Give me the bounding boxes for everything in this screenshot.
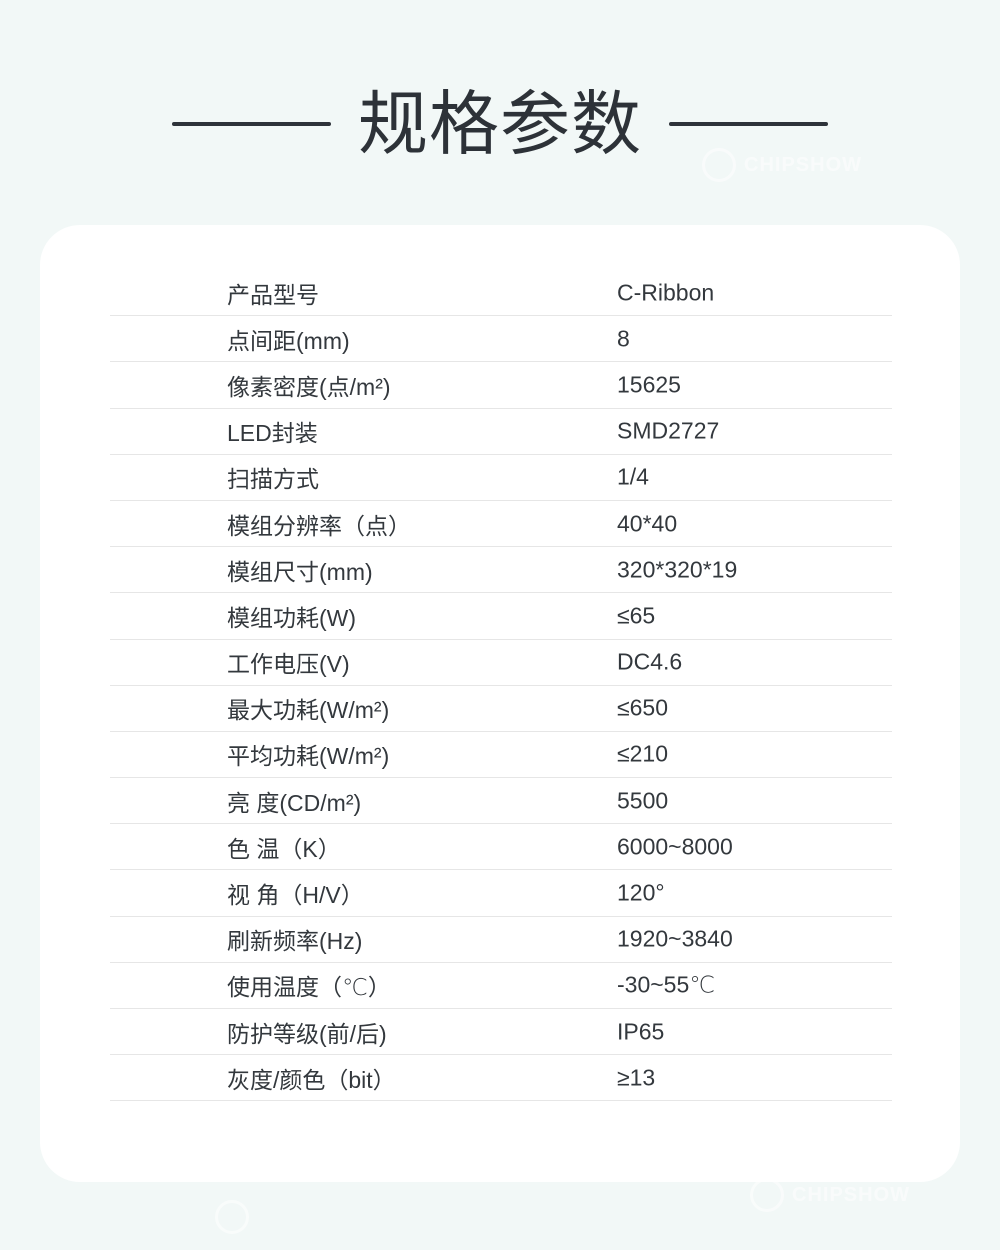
spec-label: 使用温度（℃） [227, 974, 391, 1001]
spec-card: 产品型号 C-Ribbon 点间距(mm) 8 像素密度(点/m²) 15625 LED封装… [40, 225, 960, 1182]
spec-value: 1/4 [617, 463, 649, 490]
title-right-line [669, 122, 828, 126]
table-row: 使用温度（℃） -30~55℃ [110, 963, 892, 1009]
spec-label: 最大功耗(W/m²) [227, 697, 390, 724]
table-row: 亮 度(CD/m²) 5500 [110, 778, 892, 825]
spec-label: 像素密度(点/m²) [227, 373, 391, 400]
spec-label: 防护等级(前/后) [227, 1020, 387, 1047]
chipshow-logo-icon [215, 1200, 249, 1234]
table-row: 平均功耗(W/m²) ≤210 [110, 732, 892, 779]
table-row: 灰度/颜色（bit） ≥13 [110, 1055, 892, 1102]
table-row: 模组分辨率（点） 40*40 [110, 501, 892, 548]
spec-label: 视 角（H/V） [227, 882, 364, 909]
watermark [215, 1200, 249, 1234]
table-row: 最大功耗(W/m²) ≤650 [110, 686, 892, 732]
table-row: 像素密度(点/m²) 15625 [110, 362, 892, 409]
spec-label: 模组分辨率（点） [227, 512, 411, 539]
table-row: 模组功耗(W) ≤65 [110, 593, 892, 640]
spec-value: 120° [617, 879, 665, 906]
table-row: 防护等级(前/后) IP65 [110, 1009, 892, 1056]
watermark-text: CHIPSHOW [792, 1183, 910, 1206]
table-row: 产品型号 C-Ribbon [110, 270, 892, 317]
spec-table: 产品型号 C-Ribbon 点间距(mm) 8 像素密度(点/m²) 15625 LED封装… [110, 270, 892, 1102]
spec-label: 模组功耗(W) [227, 604, 357, 631]
spec-value: 5500 [617, 787, 669, 814]
table-row: 工作电压(V) DC4.6 [110, 640, 892, 686]
watermark: CHIPSHOW [750, 1178, 910, 1212]
spec-value: IP65 [617, 1018, 665, 1045]
spec-label: 色 温（K） [227, 835, 341, 862]
spec-value: 6000~8000 [617, 833, 733, 860]
spec-value: 1920~3840 [617, 925, 733, 952]
spec-value: ≤210 [617, 740, 668, 767]
spec-label: 工作电压(V) [227, 651, 350, 678]
page-header: 规格参数 [0, 86, 1000, 162]
table-row: 扫描方式 1/4 [110, 455, 892, 501]
table-row: 色 温（K） 6000~8000 [110, 824, 892, 871]
spec-label: 模组尺寸(mm) [227, 558, 373, 585]
spec-label: 灰度/颜色（bit） [227, 1066, 396, 1093]
spec-value: ≤65 [617, 602, 656, 629]
table-row: 视 角（H/V） 120° [110, 870, 892, 917]
spec-label: 扫描方式 [227, 466, 319, 493]
table-row: 模组尺寸(mm) 320*320*19 [110, 547, 892, 594]
spec-value: 15625 [617, 371, 681, 398]
spec-label: 平均功耗(W/m²) [227, 743, 390, 770]
page-title: 规格参数 [358, 85, 642, 163]
spec-label: 亮 度(CD/m²) [227, 789, 362, 816]
spec-value: ≤650 [617, 694, 668, 721]
spec-value: ≥13 [617, 1064, 656, 1091]
table-row: LED封装 SMD2727 [110, 409, 892, 455]
title-left-line [172, 122, 331, 126]
spec-value: SMD2727 [617, 417, 720, 444]
spec-value: 8 [617, 325, 630, 352]
spec-value: C-Ribbon [617, 279, 715, 306]
table-row: 点间距(mm) 8 [110, 316, 892, 363]
chipshow-logo-icon [750, 1178, 784, 1212]
spec-value: -30~55℃ [617, 971, 716, 998]
spec-value: 40*40 [617, 510, 678, 537]
table-row: 刷新频率(Hz) 1920~3840 [110, 917, 892, 963]
spec-label: LED封装 [227, 420, 318, 447]
spec-label: 点间距(mm) [227, 327, 350, 354]
spec-value: DC4.6 [617, 648, 683, 675]
spec-label: 刷新频率(Hz) [227, 928, 363, 955]
spec-value: 320*320*19 [617, 556, 738, 583]
spec-label: 产品型号 [227, 281, 319, 308]
